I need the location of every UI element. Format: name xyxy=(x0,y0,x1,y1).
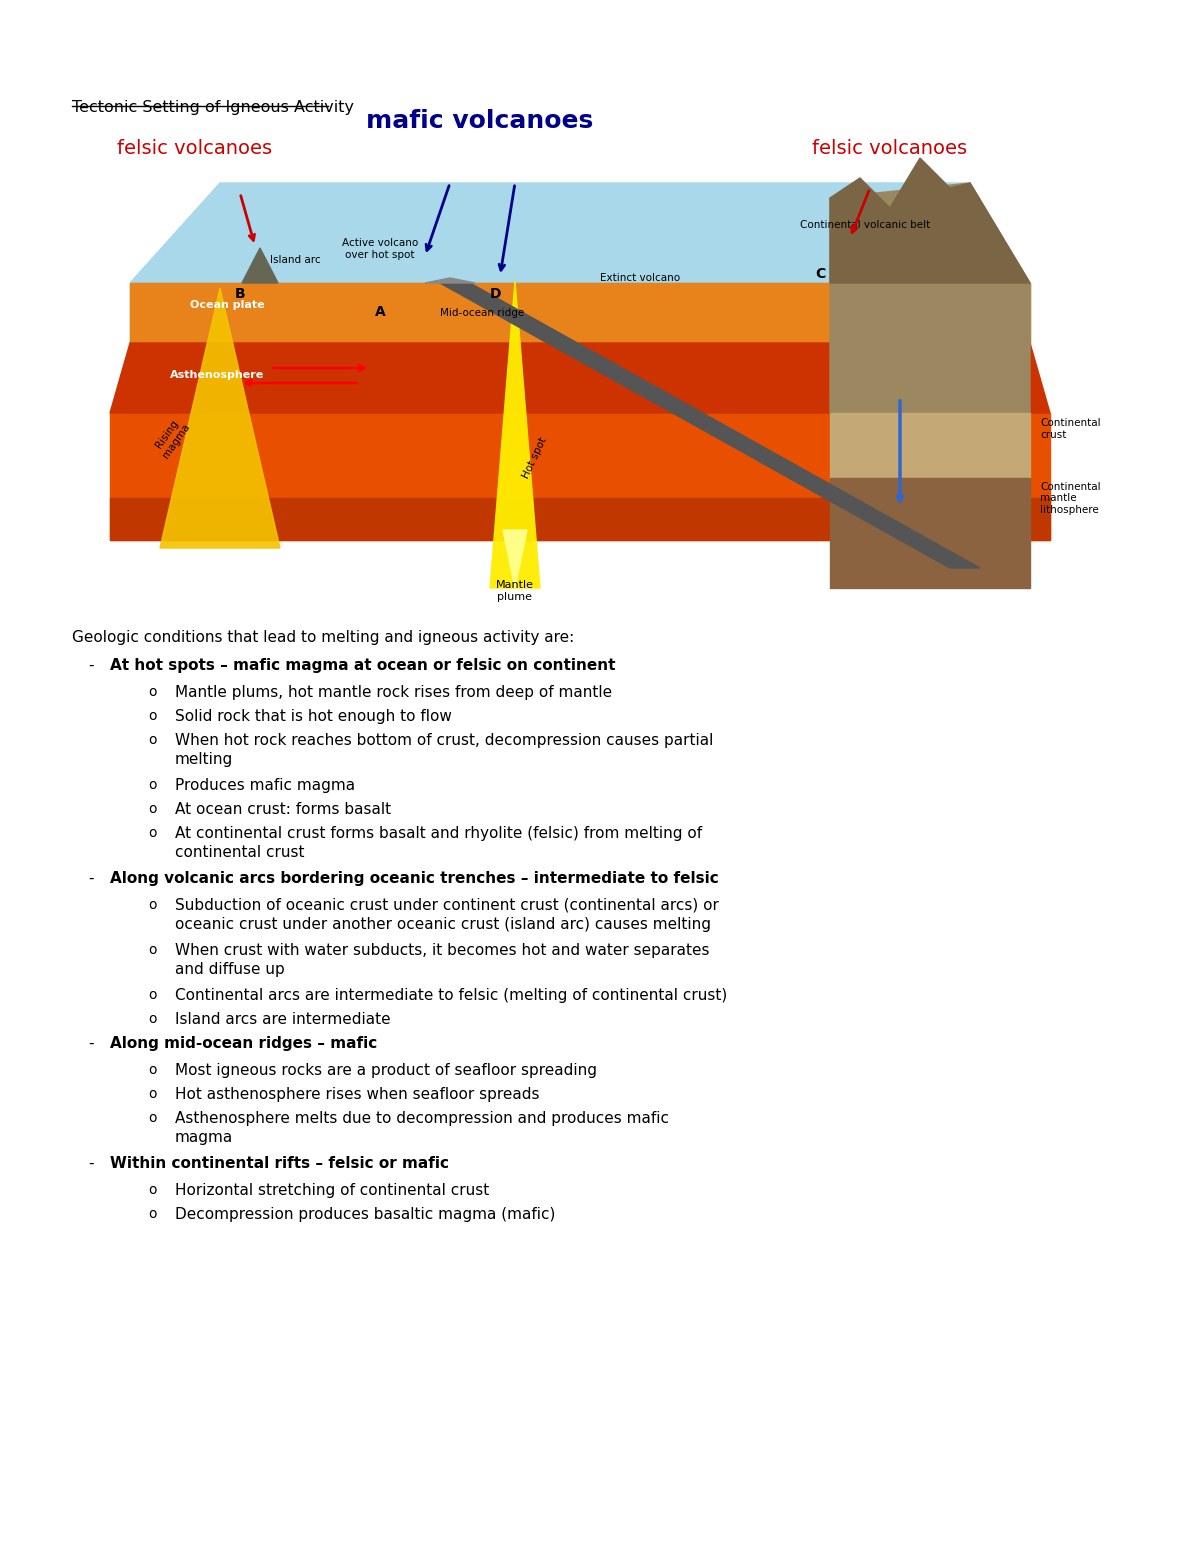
Polygon shape xyxy=(830,158,1030,283)
Text: Extinct volcano: Extinct volcano xyxy=(600,273,680,283)
Text: Rising
magma: Rising magma xyxy=(151,415,192,460)
Text: Tectonic Setting of Igneous Activity: Tectonic Setting of Igneous Activity xyxy=(72,99,354,115)
Text: Produces mafic magma: Produces mafic magma xyxy=(175,778,355,794)
Text: Along volcanic arcs bordering oceanic trenches – intermediate to felsic: Along volcanic arcs bordering oceanic tr… xyxy=(110,871,719,887)
Polygon shape xyxy=(130,283,1030,363)
Text: C: C xyxy=(815,267,826,281)
Text: Mid-ocean ridge: Mid-ocean ridge xyxy=(440,307,524,318)
Text: At ocean crust: forms basalt: At ocean crust: forms basalt xyxy=(175,801,391,817)
Text: Continental
crust: Continental crust xyxy=(1040,418,1100,439)
Polygon shape xyxy=(110,413,1050,540)
Text: felsic volcanoes: felsic volcanoes xyxy=(118,140,272,158)
Text: Hot asthenosphere rises when seafloor spreads: Hot asthenosphere rises when seafloor sp… xyxy=(175,1087,540,1103)
Polygon shape xyxy=(110,499,1050,540)
Text: mafic volcanoes: mafic volcanoes xyxy=(366,109,594,134)
Text: At hot spots – mafic magma at ocean or felsic on continent: At hot spots – mafic magma at ocean or f… xyxy=(110,658,616,672)
Text: o: o xyxy=(148,1110,156,1124)
Text: o: o xyxy=(148,801,156,815)
Text: A: A xyxy=(374,304,385,318)
Text: Along mid-ocean ridges – mafic: Along mid-ocean ridges – mafic xyxy=(110,1036,377,1051)
Text: felsic volcanoes: felsic volcanoes xyxy=(812,140,967,158)
Polygon shape xyxy=(830,183,1030,413)
Polygon shape xyxy=(242,248,278,283)
Text: Most igneous rocks are a product of seafloor spreading: Most igneous rocks are a product of seaf… xyxy=(175,1062,598,1078)
Text: o: o xyxy=(148,898,156,912)
Text: Continental volcanic belt: Continental volcanic belt xyxy=(800,221,930,230)
Text: o: o xyxy=(148,1062,156,1076)
Polygon shape xyxy=(130,183,1030,283)
Text: Island arc: Island arc xyxy=(270,255,320,266)
Text: Horizontal stretching of continental crust: Horizontal stretching of continental cru… xyxy=(175,1183,490,1197)
Text: -: - xyxy=(88,1155,94,1171)
Polygon shape xyxy=(440,283,980,568)
Text: When hot rock reaches bottom of crust, decompression causes partial
melting: When hot rock reaches bottom of crust, d… xyxy=(175,733,713,767)
Text: Island arcs are intermediate: Island arcs are intermediate xyxy=(175,1013,391,1027)
Text: -: - xyxy=(88,658,94,672)
Text: Subduction of oceanic crust under continent crust (continental arcs) or
oceanic : Subduction of oceanic crust under contin… xyxy=(175,898,719,932)
Polygon shape xyxy=(160,287,280,548)
Text: o: o xyxy=(148,1183,156,1197)
Text: o: o xyxy=(148,1207,156,1221)
Polygon shape xyxy=(110,343,1050,413)
Text: o: o xyxy=(148,710,156,724)
Text: Mantle plums, hot mantle rock rises from deep of mantle: Mantle plums, hot mantle rock rises from… xyxy=(175,685,612,700)
Text: Asthenosphere: Asthenosphere xyxy=(170,370,264,380)
Text: o: o xyxy=(148,943,156,957)
Text: D: D xyxy=(490,287,502,301)
Text: Geologic conditions that lead to melting and igneous activity are:: Geologic conditions that lead to melting… xyxy=(72,631,575,644)
Polygon shape xyxy=(490,281,540,589)
Text: Continental arcs are intermediate to felsic (melting of continental crust): Continental arcs are intermediate to fel… xyxy=(175,988,727,1003)
Text: o: o xyxy=(148,826,156,840)
Text: Mantle
plume: Mantle plume xyxy=(496,579,534,601)
Text: Active volcano
over hot spot: Active volcano over hot spot xyxy=(342,239,418,259)
Text: o: o xyxy=(148,685,156,699)
Text: -: - xyxy=(88,1036,94,1051)
Text: o: o xyxy=(148,733,156,747)
Polygon shape xyxy=(130,283,1030,343)
Polygon shape xyxy=(830,478,1030,589)
Polygon shape xyxy=(425,278,475,283)
Text: -: - xyxy=(88,871,94,887)
Text: o: o xyxy=(148,1013,156,1027)
Text: o: o xyxy=(148,1087,156,1101)
Polygon shape xyxy=(830,413,1030,478)
Text: Continental
mantle
lithosphere: Continental mantle lithosphere xyxy=(1040,481,1100,516)
Text: Ocean plate: Ocean plate xyxy=(190,300,265,311)
Text: At continental crust forms basalt and rhyolite (felsic) from melting of
continen: At continental crust forms basalt and rh… xyxy=(175,826,702,860)
Text: When crust with water subducts, it becomes hot and water separates
and diffuse u: When crust with water subducts, it becom… xyxy=(175,943,709,977)
Text: B: B xyxy=(235,287,246,301)
Text: Asthenosphere melts due to decompression and produces mafic
magma: Asthenosphere melts due to decompression… xyxy=(175,1110,670,1145)
Text: Decompression produces basaltic magma (mafic): Decompression produces basaltic magma (m… xyxy=(175,1207,556,1222)
Text: o: o xyxy=(148,778,156,792)
Text: Solid rock that is hot enough to flow: Solid rock that is hot enough to flow xyxy=(175,710,452,724)
Text: Within continental rifts – felsic or mafic: Within continental rifts – felsic or maf… xyxy=(110,1155,449,1171)
Text: Hot spot: Hot spot xyxy=(521,436,548,480)
Text: o: o xyxy=(148,988,156,1002)
Polygon shape xyxy=(503,530,527,589)
